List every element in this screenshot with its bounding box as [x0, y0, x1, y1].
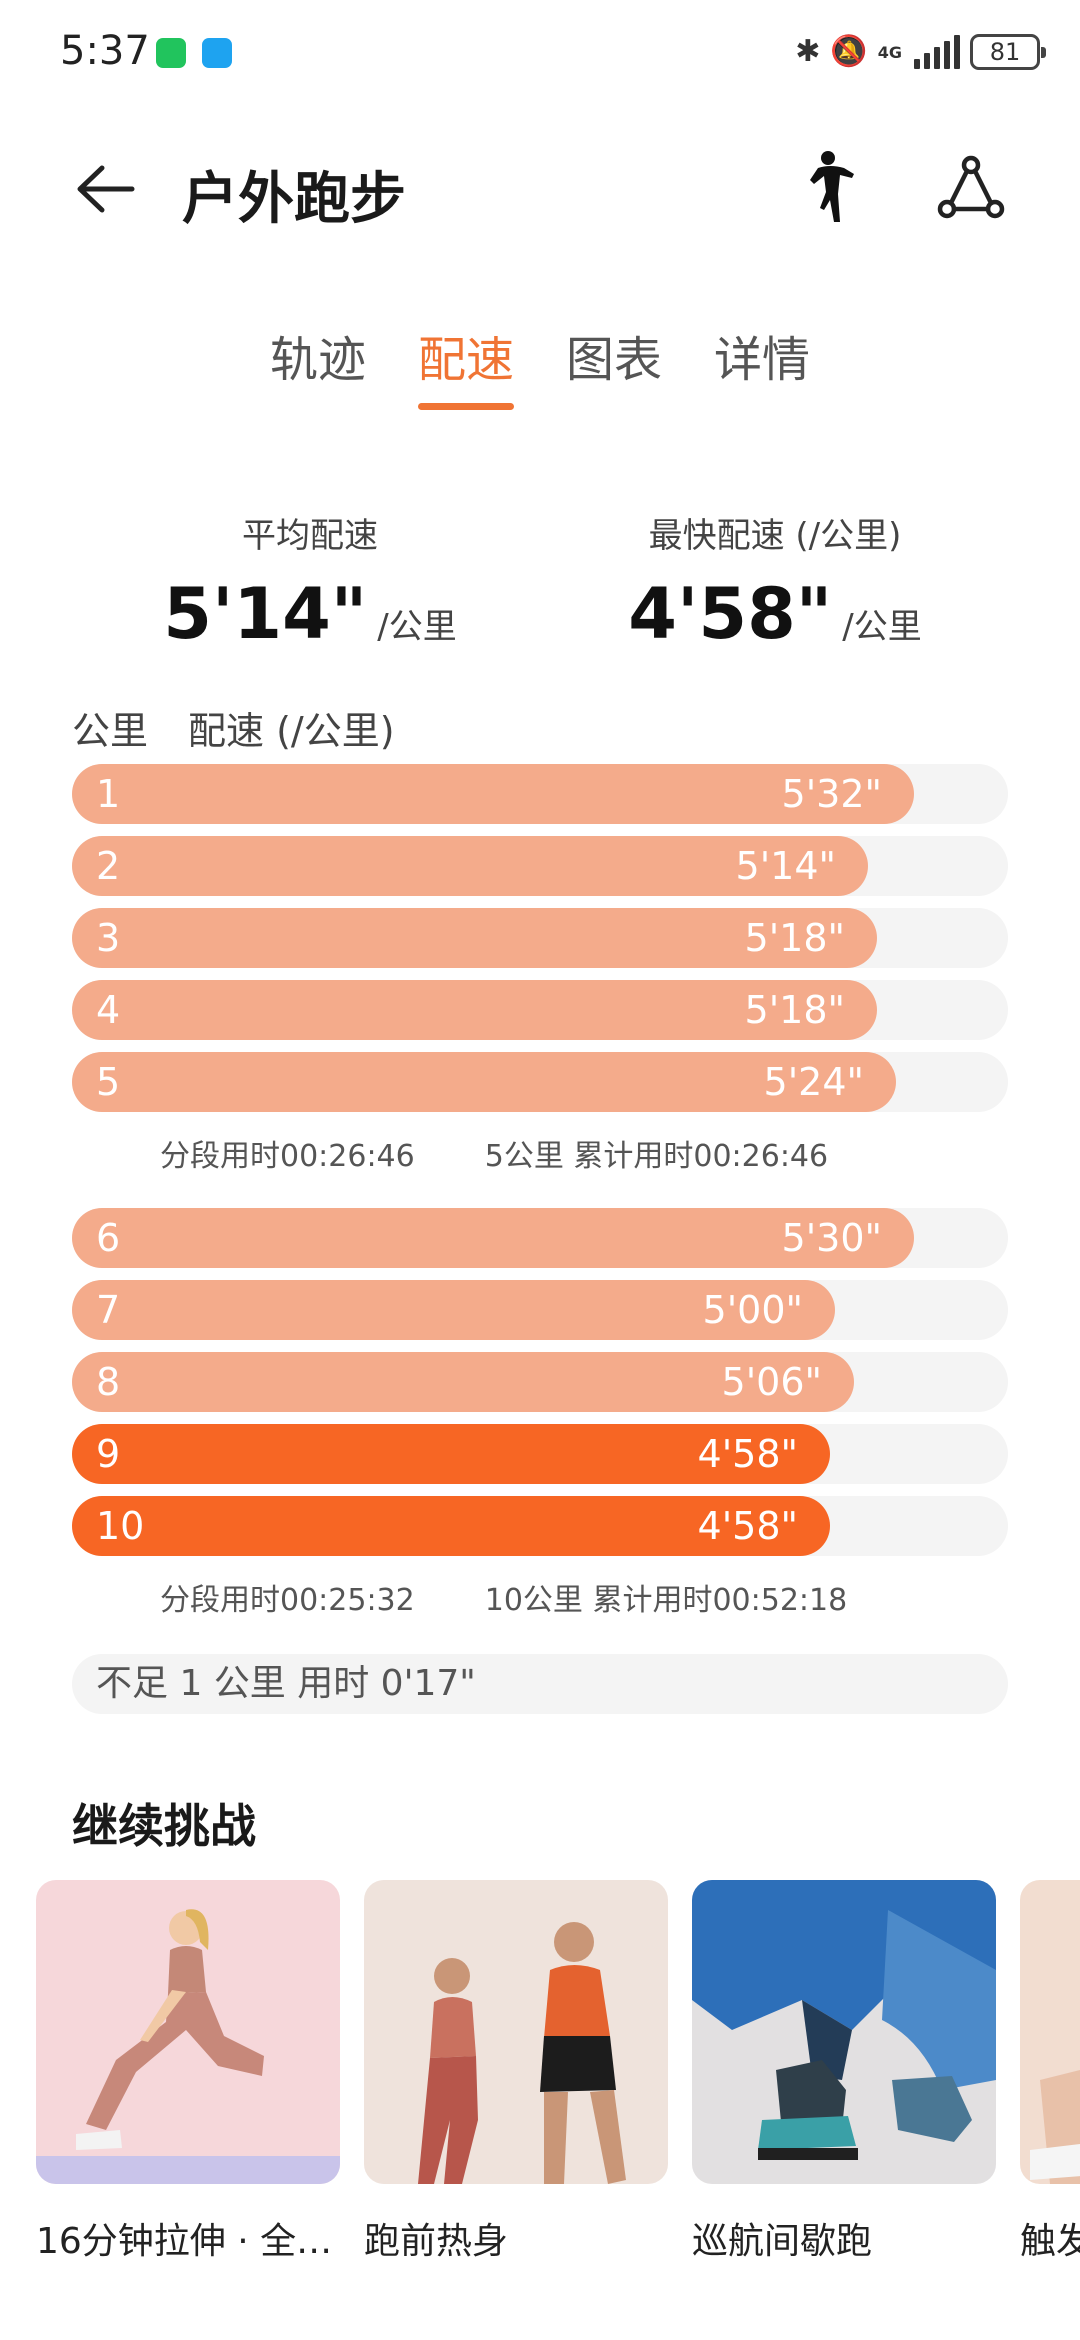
split-bar: [72, 764, 914, 824]
split-row: 8 5'06": [72, 1352, 1008, 1412]
split-km: 8: [96, 1360, 121, 1404]
status-bar: 5:37 ✱ 🔕 4G 81: [0, 0, 1080, 104]
tab-details[interactable]: 详情: [714, 332, 811, 388]
segment-cumulative-time: 5公里 累计用时00:26:46: [484, 1139, 829, 1174]
average-pace-value: 5'14": [163, 573, 368, 655]
tab-chart[interactable]: 图表: [566, 332, 663, 388]
split-km: 7: [96, 1288, 121, 1332]
network-type: 4G: [877, 42, 902, 62]
split-pace: 5'30": [781, 1216, 882, 1260]
wechat-notification-icon: [156, 38, 186, 68]
average-pace-unit: /公里: [377, 607, 457, 647]
split-pace: 5'32": [781, 772, 882, 816]
back-button[interactable]: [70, 154, 140, 224]
split-row: 4 5'18": [72, 980, 1008, 1040]
route-path-icon: [937, 155, 1005, 219]
split-bar: [72, 1424, 830, 1484]
tab-bar: 轨迹 配速 图表 详情: [0, 320, 1080, 410]
segment-cumulative-time: 10公里 累计用时00:52:18: [484, 1583, 848, 1618]
challenge-card-title: 触发: [1020, 2221, 1080, 2262]
pace-column-header: 配速 (/公里): [188, 709, 395, 753]
runner-figure-icon: [810, 151, 854, 222]
fastest-pace-label: 最快配速 (/公里): [648, 516, 902, 556]
split-pace: 5'14": [735, 844, 836, 888]
challenge-cards: 16分钟拉伸 · 全… 跑前热身: [36, 1880, 1080, 2280]
split-bar: [72, 1052, 896, 1112]
split-bar: [72, 836, 868, 896]
split-km: 10: [96, 1504, 145, 1548]
split-pace: 4'58": [697, 1432, 798, 1476]
split-row: 10 4'58": [72, 1496, 1008, 1556]
split-row: 2 5'14": [72, 836, 1008, 896]
split-km: 3: [96, 916, 121, 960]
segment-summary: 分段用时00:26:46 5公里 累计用时00:26:46: [72, 1124, 1008, 1208]
split-bar: [72, 1280, 835, 1340]
arrow-left-icon: [77, 165, 135, 213]
app-header: 户外跑步: [0, 130, 1080, 250]
split-pace: 5'00": [702, 1288, 803, 1332]
mute-bell-icon: 🔕: [830, 34, 868, 69]
split-pace: 5'06": [721, 1360, 822, 1404]
split-row: 9 4'58": [72, 1424, 1008, 1484]
page-title: 户外跑步: [182, 167, 406, 232]
split-row: 3 5'18": [72, 908, 1008, 968]
split-km: 9: [96, 1432, 121, 1476]
fastest-pace-value: 4'58": [628, 573, 833, 655]
status-icons: ✱ 🔕 4G 81: [795, 30, 1046, 74]
route-share-button[interactable]: [930, 148, 1010, 228]
challenge-card[interactable]: 跑前热身: [364, 1880, 668, 2264]
split-bar: [72, 908, 877, 968]
challenge-card[interactable]: 16分钟拉伸 · 全…: [36, 1880, 340, 2264]
workout-pose-button[interactable]: [790, 148, 870, 228]
split-bar: [72, 1208, 914, 1268]
split-km: 1: [96, 772, 121, 816]
split-pace: 5'24": [763, 1060, 864, 1104]
km-column-header: 公里: [72, 709, 149, 753]
status-time: 5:37: [60, 28, 150, 74]
tab-track[interactable]: 轨迹: [269, 332, 366, 388]
search-app-notification-icon: [202, 38, 232, 68]
split-km: 6: [96, 1216, 121, 1260]
tab-pace[interactable]: 配速: [417, 320, 515, 410]
segment-split-time: 分段用时00:26:46: [160, 1139, 415, 1174]
challenge-card[interactable]: 巡航间歇跑: [692, 1880, 996, 2264]
split-list: 1 5'32" 2 5'14" 3 5'18" 4 5'18" 5 5'24" …: [72, 764, 1008, 1714]
segment-split-time: 分段用时00:25:32: [160, 1583, 415, 1618]
split-row: 1 5'32": [72, 764, 1008, 824]
challenge-card-title: 巡航间歇跑: [692, 2221, 873, 2262]
challenge-card[interactable]: 触发: [1020, 1880, 1080, 2264]
split-km: 4: [96, 988, 121, 1032]
segment-summary: 分段用时00:25:32 10公里 累计用时00:52:18: [72, 1568, 1008, 1652]
challenge-card-title: 跑前热身: [364, 2221, 509, 2262]
section-title: 继续挑战: [72, 1799, 256, 1853]
split-km: 2: [96, 844, 121, 888]
split-bar: [72, 1496, 830, 1556]
split-pace: 4'58": [697, 1504, 798, 1548]
average-pace-label: 平均配速: [242, 516, 378, 556]
fastest-pace: 最快配速 (/公里) 4'58" /公里: [600, 508, 950, 655]
signal-icon: [914, 35, 960, 69]
challenge-thumbnail: [1020, 1880, 1080, 2184]
warmup-thumbnail: [364, 1880, 668, 2184]
challenge-card-title: 16分钟拉伸 · 全…: [36, 2221, 333, 2262]
fastest-pace-unit: /公里: [842, 607, 922, 647]
split-pace: 5'18": [744, 988, 845, 1032]
bluetooth-icon: ✱: [795, 34, 821, 69]
split-pace: 5'18": [744, 916, 845, 960]
remainder-row: 不足 1 公里 用时 0'17": [72, 1654, 1008, 1714]
split-table-header: 公里 配速 (/公里): [72, 700, 395, 755]
average-pace: 平均配速 5'14" /公里: [140, 508, 480, 655]
split-row: 7 5'00": [72, 1280, 1008, 1340]
split-bar: [72, 1352, 854, 1412]
interval-run-thumbnail: [692, 1880, 996, 2184]
split-km: 5: [96, 1060, 121, 1104]
split-row: 5 5'24": [72, 1052, 1008, 1112]
split-row: 6 5'30": [72, 1208, 1008, 1268]
battery-indicator: 81: [970, 34, 1046, 70]
stretching-thumbnail: [36, 1880, 340, 2184]
split-bar: [72, 980, 877, 1040]
